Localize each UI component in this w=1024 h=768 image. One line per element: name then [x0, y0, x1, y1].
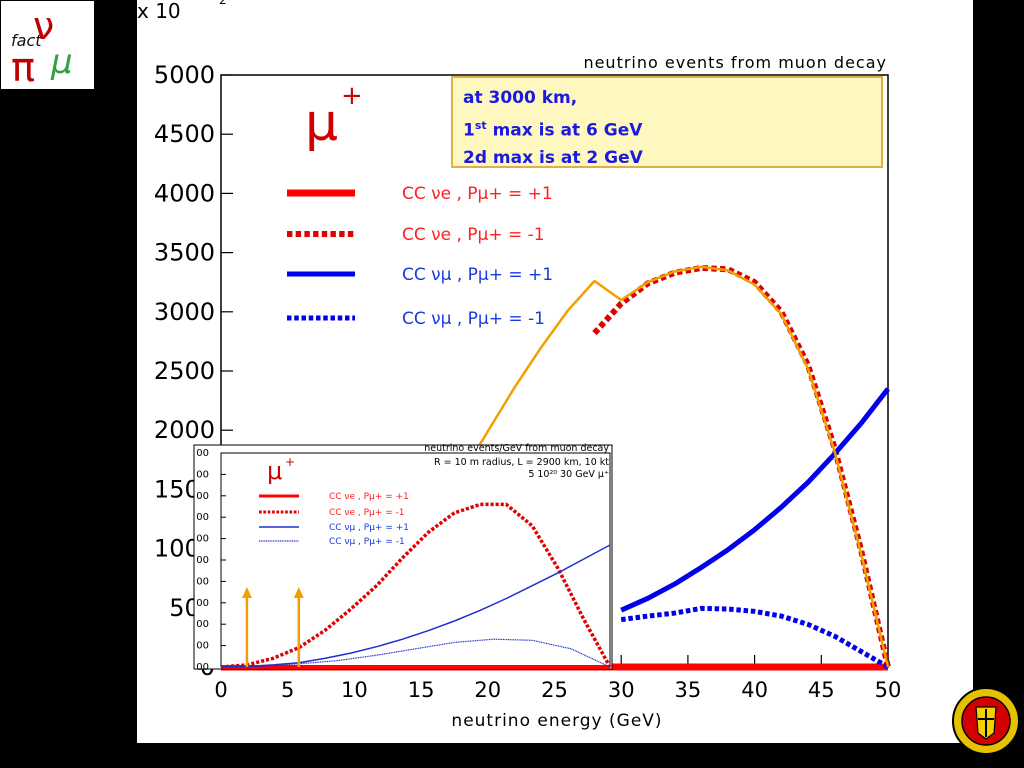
x-axis-label: neutrino energy (GeV)	[451, 711, 662, 731]
y-tick-label: 3000	[154, 298, 215, 326]
y-tick-label: 4500	[154, 120, 215, 148]
inset-y-tick-label: 00	[196, 619, 209, 630]
annotation-line-1: at 3000 km,	[463, 88, 578, 108]
inset-y-tick-label: 00	[196, 469, 209, 480]
inset-subtitle-2: 5 10²⁰ 30 GeV μ⁺	[528, 469, 609, 480]
x-tick-label: 40	[741, 678, 768, 702]
inset-mu-symbol: μ	[267, 457, 282, 485]
inset-arrowhead-0	[241, 587, 252, 598]
mu-plus-symbol: μ	[305, 93, 338, 153]
university-seal	[950, 685, 1022, 757]
x-tick-label: 50	[875, 678, 902, 702]
annotation-line-2-number: 1	[463, 120, 475, 141]
inset-chart: 00 00 00 00 00 00 00 00 00 00 00 neutrino events/Ge…	[193, 443, 613, 673]
y-tick-label: 2000	[154, 416, 215, 444]
y-tick-label: 5000	[154, 61, 215, 89]
inset-subtitle-1: R = 10 m radius, L = 2900 km, 10 kt	[434, 457, 609, 468]
inset-y-tick-label: 00	[196, 512, 209, 523]
x-tick-label: 10	[341, 678, 368, 702]
x-tick-label: 20	[474, 678, 501, 702]
x-tick-label: 30	[608, 678, 635, 702]
mu-plus-charge: +	[341, 81, 363, 111]
x-tick-label: 5	[281, 678, 294, 702]
legend-label-2: CC νμ , Pμ+ = +1	[402, 265, 553, 285]
legend-label-0: CC νe , Pμ+ = +1	[402, 184, 553, 204]
inset-y-tick-label: 00	[196, 491, 209, 502]
logo-nu-glyph: ν	[33, 4, 54, 48]
main-series-line-1	[592, 265, 891, 668]
inset-mu-charge: +	[285, 455, 295, 469]
x-tick-label: 0	[214, 678, 227, 702]
inset-y-tick-label: 00	[196, 555, 209, 566]
y-tick-label: 2500	[154, 357, 215, 385]
logo-text: fact	[11, 31, 42, 50]
inset-y-tick-label: 00	[196, 662, 209, 673]
inset-legend-label-3: CC νμ , Pμ+ = -1	[329, 537, 405, 547]
inset-y-tick-label: 00	[196, 534, 209, 545]
main-series-line-3	[620, 605, 890, 670]
legend-label-3: CC νμ , Pμ+ = -1	[402, 309, 545, 329]
annotation-box: at 3000 km, 1st max is at 6 GeV 2d max i…	[451, 76, 883, 168]
x-tick-label: 15	[408, 678, 435, 702]
inset-legend-label-1: CC νe , Pμ+ = -1	[329, 508, 405, 518]
main-legend: μ + CC νe , Pμ+ = +1 CC νe , Pμ+ = -1 CC νμ …	[287, 81, 553, 329]
legend-label-1: CC νe , Pμ+ = -1	[402, 225, 545, 245]
inset-legend-label-0: CC νe , Pμ+ = +1	[329, 492, 409, 502]
inset-series-line-3	[220, 638, 611, 668]
main-series-line-2	[620, 387, 890, 613]
y-tick-label: 4000	[154, 179, 215, 207]
inset-legend-label-2: CC νμ , Pμ+ = +1	[329, 523, 409, 533]
inset-title: neutrino events/GeV from muon decay	[424, 443, 609, 454]
multiplier-exponent: 2	[219, 0, 227, 7]
chart-svg: x 10 2 neutrino events from muon decay n…	[137, 0, 902, 731]
inset-y-tick-label: 00	[196, 448, 209, 459]
university-seal-graphic	[952, 687, 1020, 755]
inset-series-line-1	[220, 502, 612, 669]
annotation-line-2: 1st max is at 6 GeV	[463, 112, 871, 145]
x-tick-label: 45	[808, 678, 835, 702]
nufact-logo: fact ν π μ	[1, 1, 94, 91]
nufact-logo-graphic: fact ν π μ	[11, 4, 73, 91]
inset-y-tick-label: 00	[196, 598, 209, 609]
chart-title: neutrino events from muon decay	[583, 53, 887, 72]
logo-mu-glyph: μ	[50, 42, 73, 82]
annotation-line-3: 2d max is at 2 GeV	[463, 147, 643, 168]
multiplier-label: x 10	[137, 0, 181, 23]
x-tick-label: 35	[675, 678, 702, 702]
inset-y-tick-label: 00	[196, 641, 209, 652]
inset-arrowhead-1	[293, 587, 304, 598]
annotation-line-2-sup: st	[474, 119, 487, 132]
annotation-line-2-text: max is at 6 GeV	[486, 120, 643, 141]
x-tick-label: 25	[541, 678, 568, 702]
inset-y-tick-label: 00	[196, 576, 209, 587]
y-tick-label: 3500	[154, 239, 215, 267]
logo-pi-glyph: π	[11, 45, 35, 89]
inset-series-line-2	[220, 544, 611, 668]
